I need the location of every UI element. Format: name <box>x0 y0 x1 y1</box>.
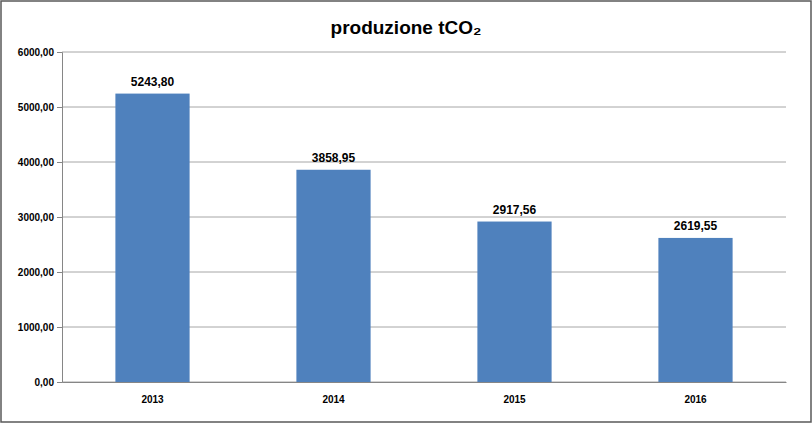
chart: produzione tCO₂ 0,00 1000,00 2000,00 3000,00… <box>0 0 812 423</box>
x-axis-line <box>63 382 787 383</box>
y-tick-mark <box>57 272 62 273</box>
title: produzione tCO₂ <box>331 17 482 38</box>
data-label: 2619,55 <box>674 219 718 233</box>
y-tick-mark <box>57 107 62 108</box>
y-tick: 5000,00 <box>18 102 62 113</box>
y-tick-label: 6000,00 <box>18 47 55 58</box>
y-tick-mark <box>57 217 62 218</box>
data-label: 5243,80 <box>131 75 175 89</box>
x-tick-label: 2015 <box>503 394 526 405</box>
bars <box>115 94 732 382</box>
x-tick: 2014 <box>322 382 345 405</box>
y-tick: 4000,00 <box>18 157 62 168</box>
y-tick-label: 3000,00 <box>18 212 55 223</box>
x-tick-label: 2013 <box>141 394 164 405</box>
y-tick-label: 2000,00 <box>18 267 55 278</box>
x-tick: 2013 <box>141 382 164 405</box>
grid <box>62 52 786 382</box>
y-tick-label: 1000,00 <box>18 322 55 333</box>
y-tick-label: 5000,00 <box>18 102 55 113</box>
y-tick: 1000,00 <box>18 322 62 333</box>
y-tick-mark <box>57 382 62 383</box>
y-tick-mark <box>57 162 62 163</box>
data-label: 3858,95 <box>312 151 356 165</box>
y-axis-line <box>57 53 63 383</box>
x-tick-label: 2016 <box>684 394 707 405</box>
x-tick-label: 2014 <box>322 394 345 405</box>
y-tick: 2000,00 <box>18 267 62 278</box>
bar <box>296 170 370 382</box>
x-tick: 2015 <box>503 382 526 405</box>
y-tick: 3000,00 <box>18 212 62 223</box>
y-tick-label: 4000,00 <box>18 157 55 168</box>
data-label: 2917,56 <box>493 203 537 217</box>
y-tick-mark <box>57 327 62 328</box>
y-tick: 0,00 <box>35 377 62 388</box>
chart-frame <box>1 1 811 422</box>
grid-line <box>62 52 786 53</box>
x-tick: 2016 <box>684 382 707 405</box>
x-axis: 2013 2014 2015 2016 <box>63 382 787 405</box>
bar <box>477 222 551 382</box>
y-tick-label: 0,00 <box>35 377 55 388</box>
y-tick: 6000,00 <box>18 47 62 58</box>
plot: 0,00 1000,00 2000,00 3000,00 4000,00 5000,00 6… <box>18 47 787 405</box>
y-tick-mark <box>57 52 62 53</box>
data-labels: 5243,80 3858,95 2917,56 2619,55 <box>131 75 718 233</box>
y-axis: 0,00 1000,00 2000,00 3000,00 4000,00 5000,00 6… <box>18 47 63 388</box>
bar <box>658 238 732 382</box>
bar <box>115 94 189 382</box>
